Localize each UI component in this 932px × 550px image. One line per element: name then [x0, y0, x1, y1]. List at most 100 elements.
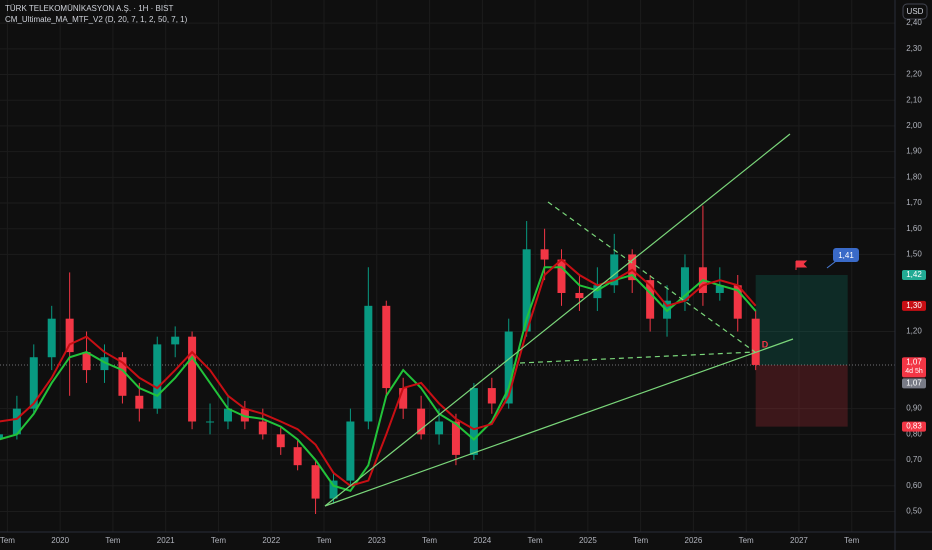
candle-body	[0, 434, 3, 440]
candle-body	[65, 318, 74, 353]
currency[interactable]: USD	[907, 7, 924, 16]
x-tick-label: Tem	[0, 536, 15, 545]
x-tick-label: Tem	[739, 536, 754, 545]
candle-body	[311, 465, 320, 499]
price-badge	[902, 269, 926, 280]
x-tick-label: 2022	[262, 536, 280, 545]
price-badge	[902, 300, 926, 311]
candle-body	[628, 254, 637, 281]
candle-body	[610, 254, 619, 286]
x-tick-label: Tem	[422, 536, 437, 545]
x-tick-label: 2024	[473, 536, 491, 545]
candle-body	[135, 395, 144, 409]
callout-box	[833, 248, 859, 262]
x-tick-label: 2026	[685, 536, 703, 545]
candle-body	[451, 421, 460, 455]
price-badge-label: 0,83	[906, 422, 922, 431]
y-tick-label: 0,80	[906, 429, 922, 438]
x-tick-label: 2021	[157, 536, 175, 545]
candle-body	[82, 352, 91, 371]
candle-body	[417, 408, 426, 435]
trend-line	[519, 351, 756, 364]
candle-body	[504, 331, 513, 404]
candle-body	[12, 408, 21, 435]
candle-body	[329, 480, 338, 499]
countdown: 4d 5h	[905, 368, 923, 375]
candle-body	[153, 344, 162, 409]
price-badge-label: 1,42	[906, 270, 922, 279]
x-tick-label: Tem	[844, 536, 859, 545]
candle-body	[29, 357, 38, 409]
candle-body	[346, 421, 355, 481]
price-badge-label: 1,07	[906, 357, 922, 366]
x-tick-label: Tem	[528, 536, 543, 545]
callout: 1,41	[838, 251, 854, 260]
candle-body	[575, 292, 584, 299]
x-tick-label: Tem	[633, 536, 648, 545]
x-tick-label: 2027	[790, 536, 808, 545]
candle-body	[100, 357, 109, 371]
candle-body	[364, 305, 373, 422]
candle-body	[680, 267, 689, 301]
trend-line	[324, 338, 794, 507]
price-badge-label: 1,07	[906, 378, 922, 387]
candle-body	[206, 421, 215, 423]
marker: D	[762, 339, 769, 349]
y-tick-label: 2,00	[906, 121, 922, 130]
candle-body	[118, 357, 127, 396]
price-badge	[902, 357, 926, 378]
candle-body	[171, 336, 180, 345]
y-tick-label: 1,50	[906, 250, 922, 259]
candle-body	[733, 285, 742, 319]
candle-body	[276, 434, 285, 448]
candle-body	[47, 318, 56, 358]
price-badge	[902, 378, 926, 389]
y-tick-label: 1,90	[906, 147, 922, 156]
moving-average	[0, 258, 757, 487]
price-badge	[902, 421, 926, 432]
candle-body	[469, 388, 478, 455]
y-tick-label: 1,70	[906, 198, 922, 207]
candle-body	[399, 388, 408, 409]
y-tick-label: 0,50	[906, 507, 922, 516]
trend-line	[324, 133, 791, 507]
candle-body	[293, 447, 302, 466]
y-tick-label: 1,20	[906, 327, 922, 336]
y-tick-label: 0,70	[906, 455, 922, 464]
x-tick-label: 2020	[51, 536, 69, 545]
y-tick-label: 0,60	[906, 481, 922, 490]
x-tick-label: Tem	[211, 536, 226, 545]
candle-body	[487, 388, 496, 404]
loss-zone	[755, 364, 848, 427]
price-badge-label: 1,30	[906, 301, 922, 310]
candle-body	[188, 336, 197, 422]
x-tick-label: Tem	[316, 536, 331, 545]
flag-icon	[795, 260, 808, 270]
y-tick-label: 1,60	[906, 224, 922, 233]
subtitle: CM_Ultimate_MA_MTF_V2 (D, 20, 7, 1, 2, 5…	[5, 15, 188, 24]
y-tick-label: 2,30	[906, 44, 922, 53]
candle-body	[240, 408, 249, 422]
y-tick-label: 1,80	[906, 172, 922, 181]
candle-body	[540, 249, 549, 260]
currency-box[interactable]	[902, 3, 928, 20]
profit-zone	[755, 274, 848, 365]
candle-body	[715, 285, 724, 293]
x-tick-label: 2023	[368, 536, 386, 545]
candle-body	[435, 421, 444, 435]
candle-body	[557, 259, 566, 293]
candle-body	[751, 318, 760, 365]
candle-body	[382, 305, 391, 389]
y-tick-label: 0,90	[906, 404, 922, 413]
trend-line	[547, 201, 756, 353]
candle-body	[593, 285, 602, 299]
y-tick-label: 2,20	[906, 70, 922, 79]
y-tick-label: 2,40	[906, 18, 922, 27]
candle-body	[522, 249, 531, 332]
moving-average	[0, 266, 757, 493]
x-tick-label: 2025	[579, 536, 597, 545]
candle-body	[646, 280, 655, 319]
candle-body	[258, 421, 267, 435]
